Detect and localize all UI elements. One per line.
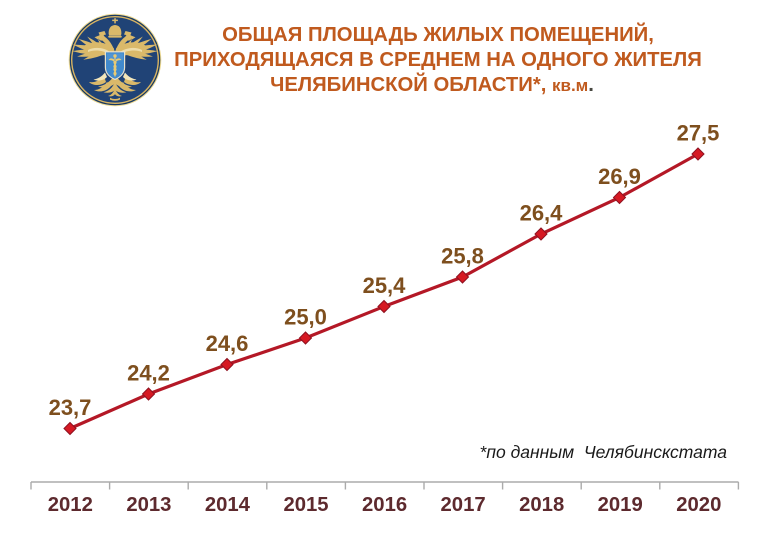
svg-text:2018: 2018 [519,494,564,516]
svg-text:24,2: 24,2 [127,361,170,386]
svg-text:26,4: 26,4 [520,201,564,226]
svg-text:*по данным Челябинскстата: *по данным Челябинскстата [480,442,728,462]
svg-text:26,9: 26,9 [598,164,641,189]
svg-text:25,8: 25,8 [441,244,484,269]
svg-text:25,0: 25,0 [284,305,327,330]
svg-text:2019: 2019 [598,494,643,516]
svg-text:24,6: 24,6 [206,331,249,356]
svg-text:2012: 2012 [48,494,93,516]
svg-text:27,5: 27,5 [677,121,720,146]
svg-text:23,7: 23,7 [49,395,92,420]
svg-text:25,4: 25,4 [363,273,407,298]
svg-text:2015: 2015 [283,494,328,516]
svg-text:2017: 2017 [441,494,486,516]
svg-text:2014: 2014 [205,494,251,516]
svg-text:2020: 2020 [676,494,721,516]
svg-text:2016: 2016 [362,494,407,516]
svg-text:2013: 2013 [126,494,171,516]
